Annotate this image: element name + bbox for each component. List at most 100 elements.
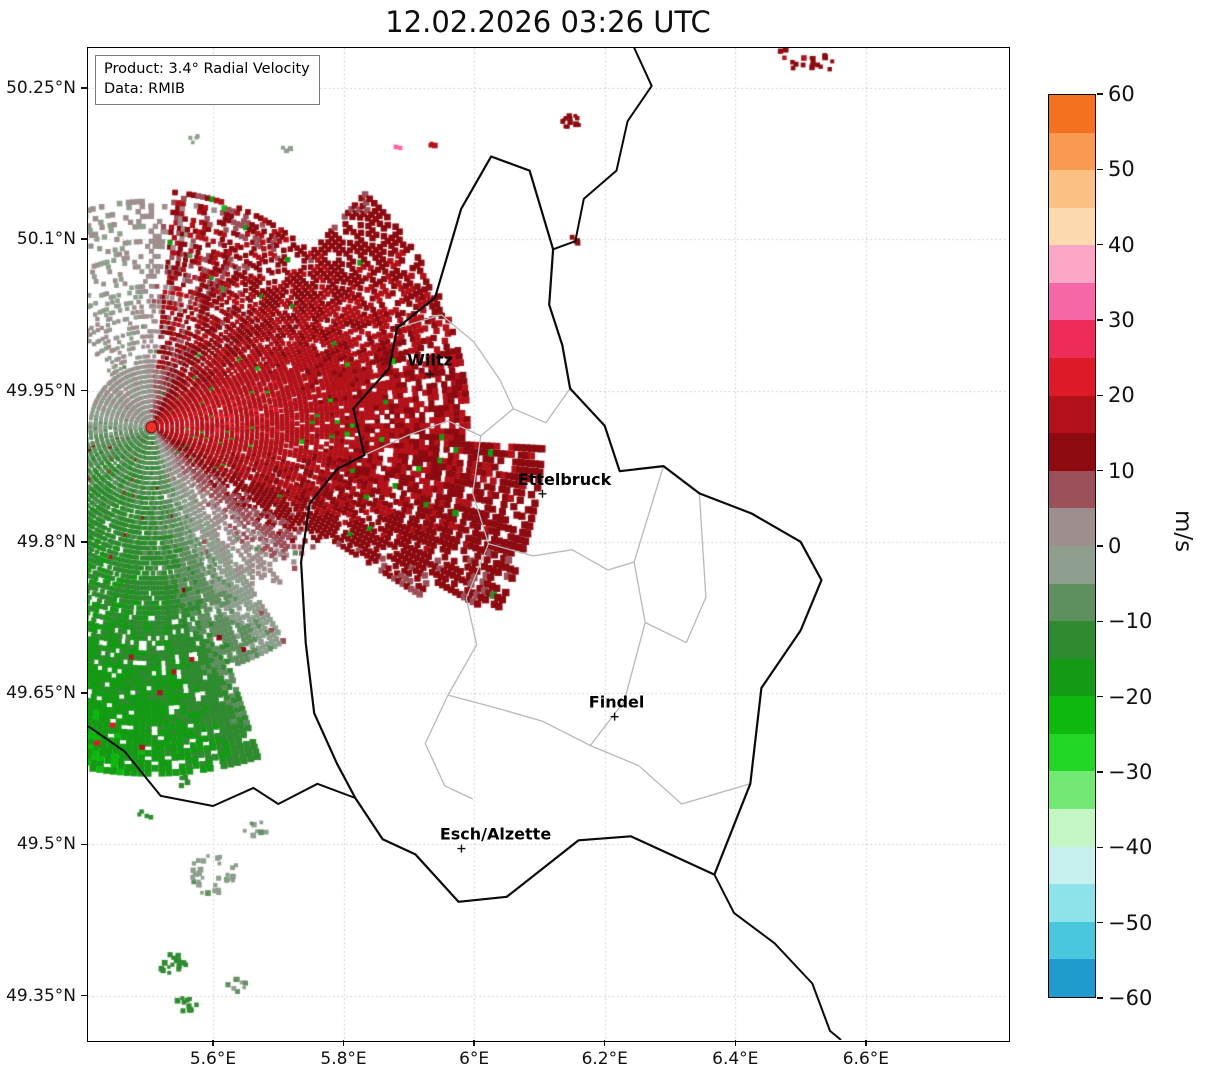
colorbar-band xyxy=(1049,132,1095,171)
y-axis-tick xyxy=(81,389,87,392)
district-border-path xyxy=(396,314,514,409)
colorbar-tick xyxy=(1097,93,1103,95)
x-axis-tick-label: 5.6°E xyxy=(189,1049,237,1069)
colorbar-band xyxy=(1049,959,1095,997)
neighbor-border-path xyxy=(552,48,653,251)
x-axis-tick xyxy=(603,1040,606,1046)
colorbar-tick xyxy=(1097,997,1103,999)
colorbar-tick xyxy=(1097,319,1103,321)
colorbar-band xyxy=(1049,846,1095,885)
colorbar xyxy=(1048,94,1096,998)
y-axis-tick-label: 49.35°N xyxy=(6,985,76,1006)
colorbar-band xyxy=(1049,320,1095,359)
colorbar-tick-label: 20 xyxy=(1108,383,1135,408)
x-axis-tick-label: 6°E xyxy=(459,1049,490,1069)
y-axis-tick-label: 49.95°N xyxy=(6,380,76,401)
colorbar-band xyxy=(1049,245,1095,283)
colorbar-band xyxy=(1049,733,1095,772)
district-border-path xyxy=(589,622,646,746)
data-source-label: Data: RMIB xyxy=(104,80,185,97)
colorbar-band xyxy=(1049,921,1095,960)
colorbar-tick-label: 10 xyxy=(1108,458,1135,483)
city-marker xyxy=(426,370,435,379)
district-border-path xyxy=(488,465,665,571)
city-marker xyxy=(538,489,547,498)
colorbar-band xyxy=(1049,884,1095,922)
y-axis-tick xyxy=(81,541,87,543)
colorbar-tick xyxy=(1097,469,1103,472)
colorbar-band xyxy=(1049,207,1095,246)
colorbar-band xyxy=(1049,508,1095,546)
colorbar-tick xyxy=(1097,620,1103,623)
y-axis-tick xyxy=(81,87,87,89)
y-axis-tick xyxy=(81,994,87,997)
colorbar-band xyxy=(1049,358,1095,396)
figure-title: 12.02.2026 03:26 UTC xyxy=(385,5,711,39)
y-axis-tick-label: 50.1°N xyxy=(16,229,76,250)
colorbar-tick-label: −20 xyxy=(1108,684,1153,709)
y-axis-tick xyxy=(81,692,87,694)
colorbar-tick-label: 30 xyxy=(1108,308,1135,332)
city-label: Wiltz xyxy=(407,350,453,369)
y-axis-tick xyxy=(81,238,87,240)
y-axis-tick xyxy=(81,843,87,846)
colorbar-tick-label: −60 xyxy=(1108,986,1153,1010)
neighbor-border-path xyxy=(88,725,356,807)
colorbar-band xyxy=(1049,470,1095,509)
radar-site-marker xyxy=(145,421,158,434)
colorbar-tick xyxy=(1097,168,1103,171)
colorbar-band xyxy=(1049,95,1095,133)
colorbar-tick-label: 40 xyxy=(1108,232,1135,257)
colorbar-band xyxy=(1049,658,1095,697)
info-box: Product: 3.4° Radial Velocity Data: RMIB xyxy=(95,55,320,106)
x-axis-tick-label: 6.4°E xyxy=(712,1049,759,1069)
colorbar-tick xyxy=(1097,545,1103,547)
city-label: Findel xyxy=(589,693,645,712)
city-marker xyxy=(610,712,619,721)
product-label: Product: 3.4° Radial Velocity xyxy=(104,61,310,77)
colorbar-band xyxy=(1049,282,1095,321)
colorbar-tick xyxy=(1097,846,1103,849)
y-axis-tick-label: 49.8°N xyxy=(16,531,76,552)
colorbar-tick-label: −30 xyxy=(1108,760,1153,784)
colorbar-band xyxy=(1049,170,1095,208)
colorbar-band xyxy=(1049,808,1095,847)
colorbar-tick-label: −50 xyxy=(1108,910,1153,935)
colorbar-band xyxy=(1049,621,1095,659)
y-axis-tick-label: 49.5°N xyxy=(16,834,76,855)
colorbar-tick-label: 60 xyxy=(1108,82,1135,106)
map-plot: Wiltz Ettelbruck Findel Esch/Alzette Produc… xyxy=(88,48,1008,1040)
colorbar-tick-label: −40 xyxy=(1108,835,1153,860)
colorbar-band xyxy=(1049,696,1095,734)
y-axis-tick-label: 50.25°N xyxy=(6,77,76,98)
x-axis-tick xyxy=(734,1040,737,1046)
city-label: Ettelbruck xyxy=(518,470,612,489)
city-label: Esch/Alzette xyxy=(440,825,552,844)
radar-velocity-canvas xyxy=(88,48,1008,1040)
colorbar-band xyxy=(1049,583,1095,622)
x-axis-tick xyxy=(865,1040,867,1046)
colorbar-band xyxy=(1049,433,1095,471)
y-axis-tick-label: 49.65°N xyxy=(6,683,76,704)
x-axis-tick-label: 6.6°E xyxy=(842,1049,889,1069)
district-border-path xyxy=(364,388,571,456)
colorbar-tick-label: −10 xyxy=(1108,609,1153,634)
colorbar-band xyxy=(1049,545,1095,584)
map-overlay-svg: Wiltz Ettelbruck Findel Esch/Alzette xyxy=(88,48,842,1040)
colorbar-tick-label: 0 xyxy=(1108,534,1122,558)
colorbar-gradient xyxy=(1049,95,1095,997)
colorbar-band xyxy=(1049,771,1095,809)
colorbar-tick xyxy=(1097,243,1103,246)
district-border-path xyxy=(447,435,490,696)
colorbar-tick xyxy=(1097,394,1103,397)
x-axis-tick-label: 6.2°E xyxy=(581,1049,628,1069)
colorbar-tick xyxy=(1097,771,1103,773)
colorbar-tick-label: 50 xyxy=(1108,157,1135,182)
colorbar-tick xyxy=(1097,921,1103,924)
colorbar-tick xyxy=(1097,695,1103,698)
district-border-path xyxy=(424,694,474,800)
x-axis-tick xyxy=(212,1040,214,1046)
colorbar-band xyxy=(1049,395,1095,434)
luxembourg-border-path xyxy=(300,155,823,903)
